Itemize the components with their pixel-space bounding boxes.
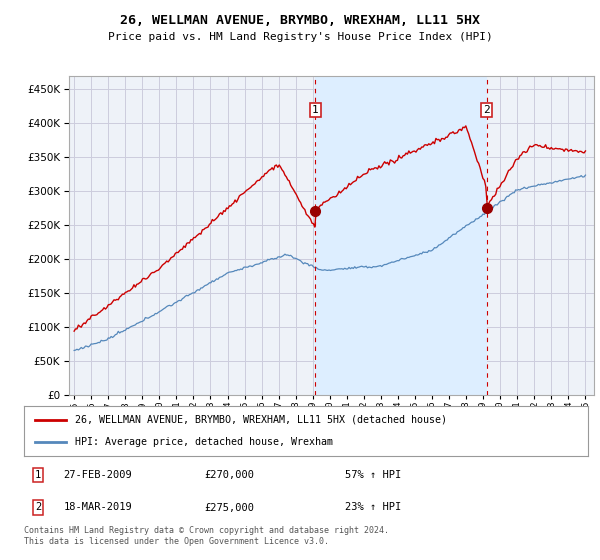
Bar [316, 76, 487, 395]
Text: 57% ↑ HPI: 57% ↑ HPI [346, 470, 402, 480]
Text: £275,000: £275,000 [205, 502, 254, 512]
Text: 27-FEB-2009: 27-FEB-2009 [64, 470, 132, 480]
Text: 1: 1 [312, 105, 319, 115]
Text: 26, WELLMAN AVENUE, BRYMBO, WREXHAM, LL11 5HX (detached house): 26, WELLMAN AVENUE, BRYMBO, WREXHAM, LL1… [75, 414, 447, 424]
Text: 26, WELLMAN AVENUE, BRYMBO, WREXHAM, LL11 5HX: 26, WELLMAN AVENUE, BRYMBO, WREXHAM, LL1… [120, 14, 480, 27]
Text: Price paid vs. HM Land Registry's House Price Index (HPI): Price paid vs. HM Land Registry's House … [107, 32, 493, 42]
Text: £270,000: £270,000 [205, 470, 254, 480]
Text: 1: 1 [35, 470, 41, 480]
Text: 18-MAR-2019: 18-MAR-2019 [64, 502, 132, 512]
Text: 23% ↑ HPI: 23% ↑ HPI [346, 502, 402, 512]
Text: HPI: Average price, detached house, Wrexham: HPI: Average price, detached house, Wrex… [75, 437, 333, 447]
Text: 2: 2 [35, 502, 41, 512]
Text: Contains HM Land Registry data © Crown copyright and database right 2024.
This d: Contains HM Land Registry data © Crown c… [24, 526, 389, 546]
Text: 2: 2 [484, 105, 490, 115]
